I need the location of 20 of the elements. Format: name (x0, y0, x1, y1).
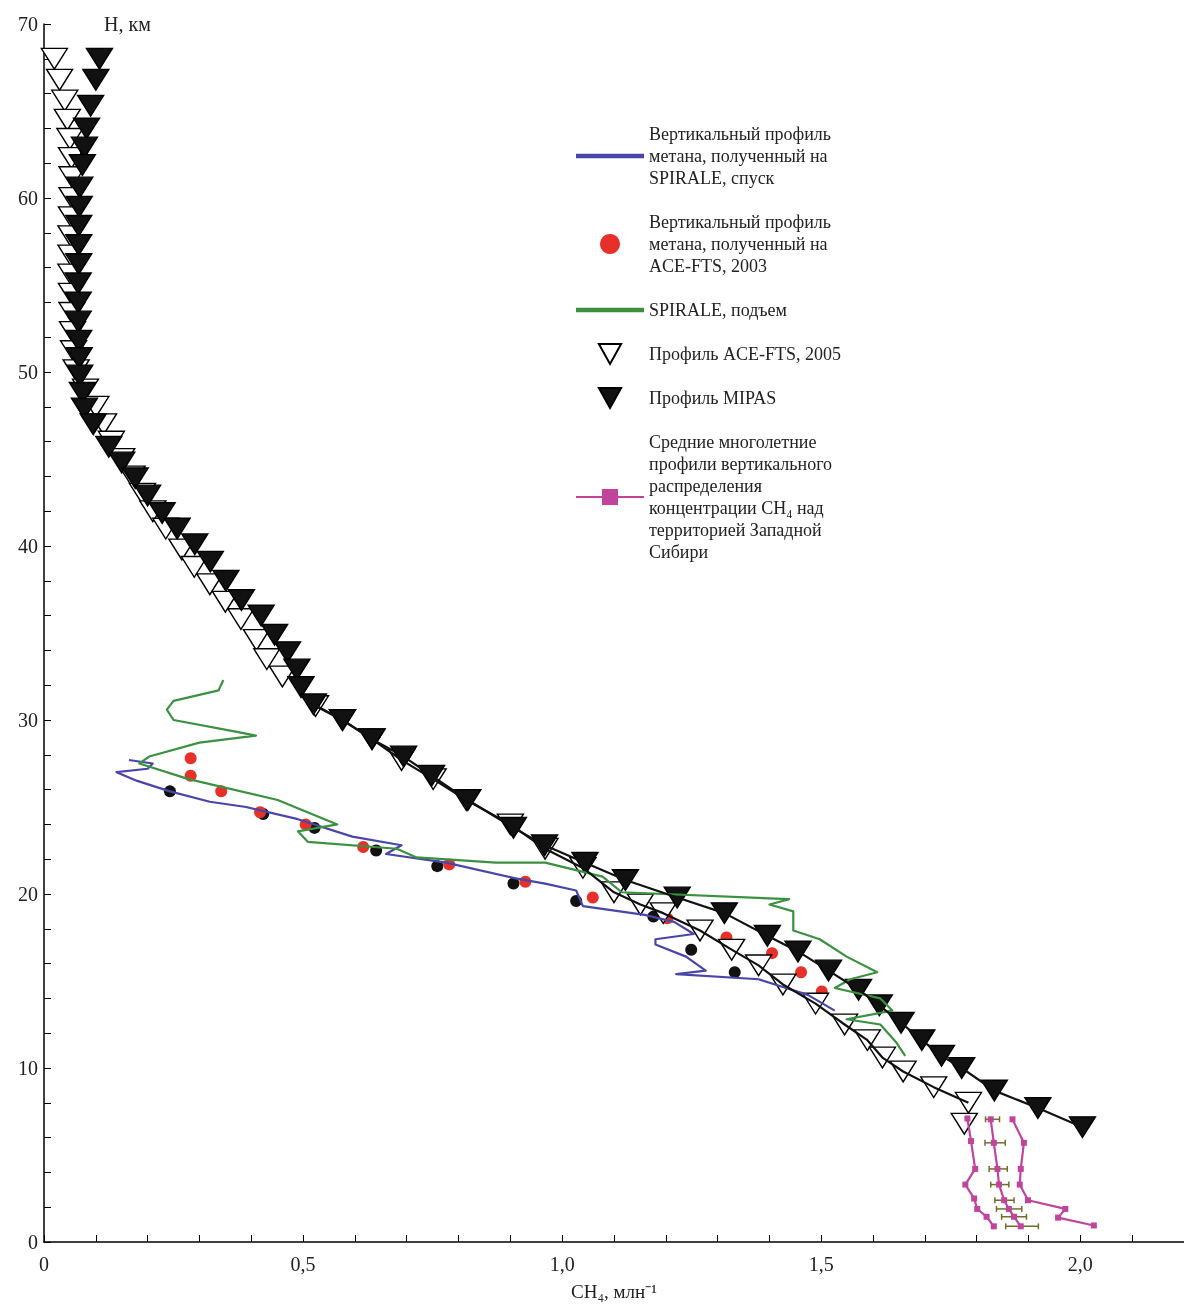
x-tick-label: 0,5 (290, 1253, 316, 1275)
y-tick-label: 10 (18, 1057, 38, 1079)
legend-label: Средние многолетние профили вертикального распределения концентрации CH₄ над территорией Западной Сибири (649, 432, 837, 562)
legend-label: Профиль ACE-FTS, 2005 (649, 344, 841, 364)
x-tick-label: 2,0 (1067, 1253, 1093, 1275)
legend-label: SPIRALE, подъем (649, 300, 787, 320)
y-tick-label: 30 (18, 709, 38, 731)
x-tick-label: 1,0 (549, 1253, 575, 1275)
y-tick-label: 0 (28, 1231, 38, 1253)
y-tick-label: 70 (18, 13, 38, 35)
y-tick-label: 60 (18, 187, 38, 209)
y-tick-label: 40 (18, 535, 38, 557)
y-tick-label: 20 (18, 883, 38, 905)
legend-label: Профиль MIPAS (649, 388, 777, 408)
legend-label: Вертикальный профиль метана, полученный на ACE-FTS, 2003 (649, 212, 836, 276)
y-axis-title: H, км (104, 13, 152, 35)
y-tick-label: 50 (18, 361, 38, 383)
x-tick-label: 1,5 (808, 1253, 834, 1275)
legend-label: Вертикальный профиль метана, полученный на SPIRALE, спуск (649, 124, 836, 188)
x-axis-title: CH₄, млн⁻¹ (571, 1281, 658, 1302)
